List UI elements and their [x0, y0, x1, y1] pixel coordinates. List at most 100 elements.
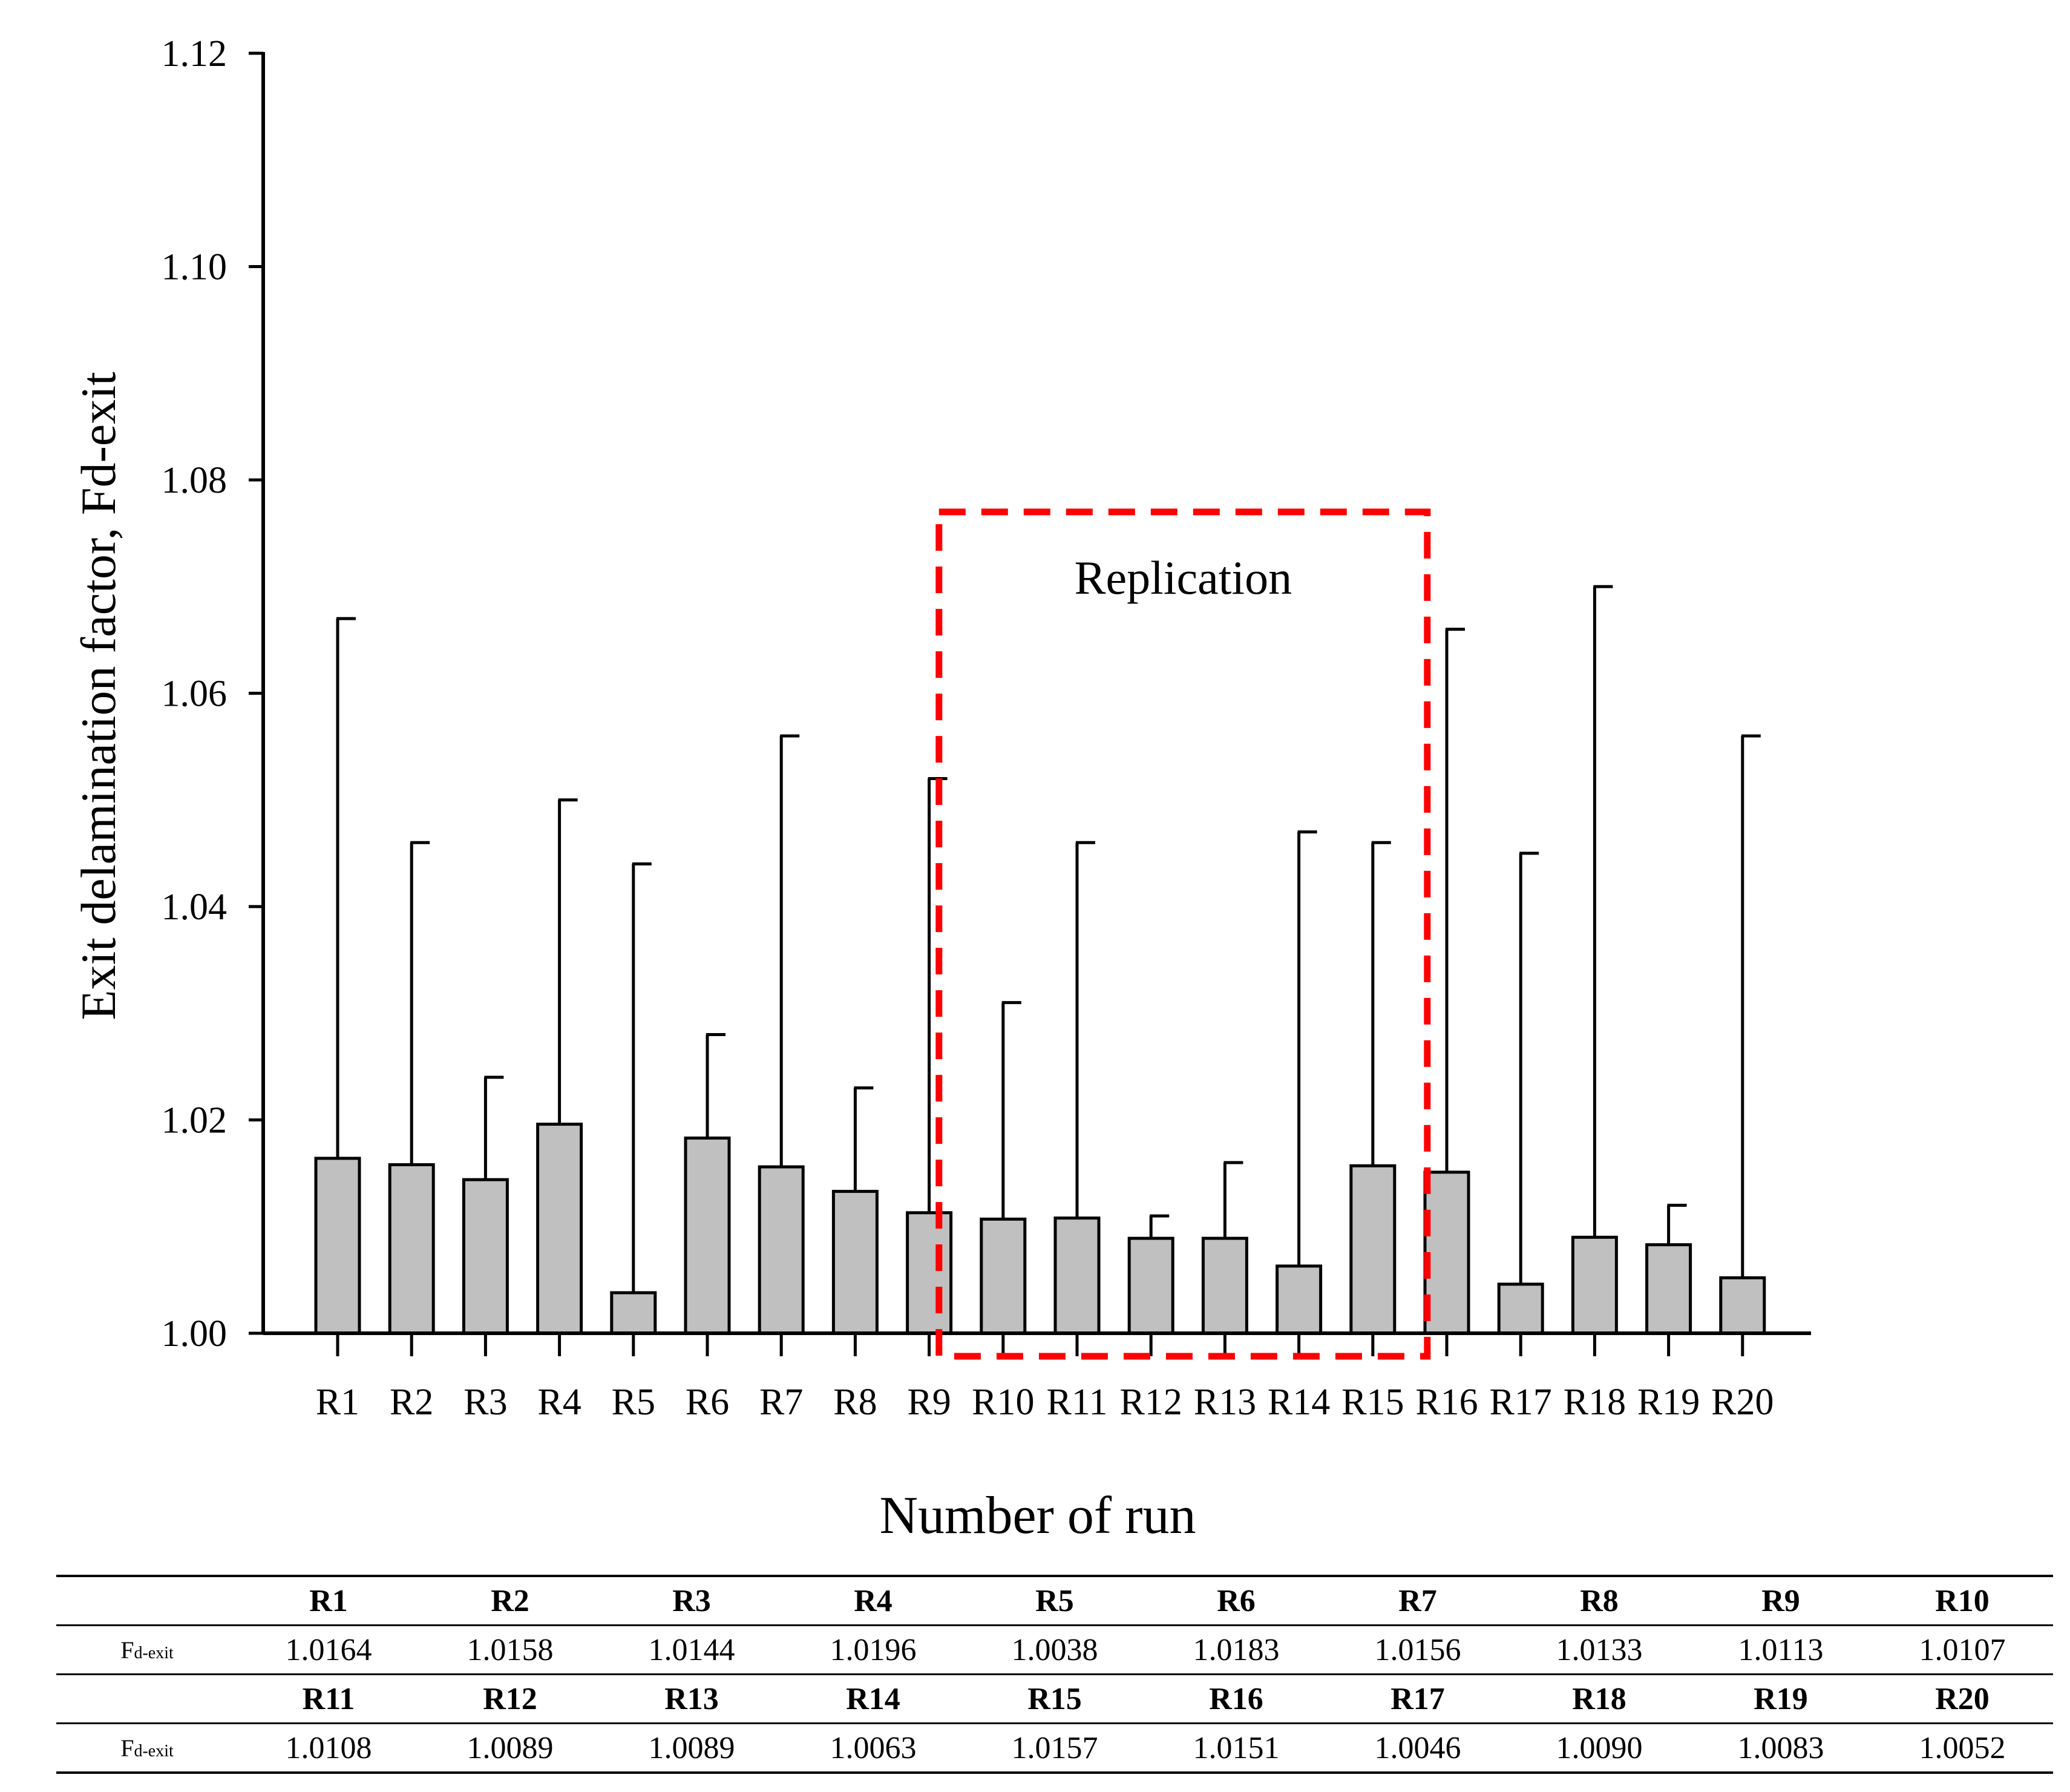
table-value-cell: 1.0133	[1508, 1624, 1690, 1675]
bar-r20	[1719, 1276, 1766, 1335]
x-tick-label: R12	[1120, 1382, 1182, 1423]
bar-r18	[1571, 1235, 1618, 1335]
table-value-row: Fd-exit 1.0108 1.0089 1.0089 1.0063 1.0157 1.0…	[56, 1722, 2053, 1774]
table-value-cell: 1.0156	[1327, 1624, 1508, 1675]
bar-r13	[1201, 1236, 1248, 1335]
y-tick-label: 1.08	[162, 460, 228, 501]
table-header-cell: R15	[964, 1673, 1145, 1724]
bar-r16	[1423, 1170, 1470, 1335]
x-tick-label: R17	[1490, 1382, 1552, 1423]
x-tick-label: R8	[833, 1382, 877, 1423]
table-value-cell: 1.0183	[1145, 1624, 1327, 1675]
x-tick-label: R3	[463, 1382, 507, 1423]
bar-r1	[314, 1157, 361, 1335]
table-value-cell: 1.0151	[1145, 1722, 1327, 1774]
table-header-cell: R18	[1508, 1673, 1690, 1724]
bar-r19	[1645, 1243, 1692, 1335]
bar-r15	[1349, 1164, 1397, 1335]
bar-r6	[684, 1136, 731, 1335]
x-tick-label: R20	[1711, 1382, 1774, 1423]
table-value-cell: 1.0089	[419, 1722, 601, 1774]
bar-r14	[1276, 1264, 1323, 1335]
table-header-cell: R9	[1690, 1575, 1872, 1626]
x-axis-label: Number of run	[880, 1486, 1196, 1545]
table-value-cell: 1.0038	[964, 1624, 1145, 1675]
bar-r8	[831, 1190, 879, 1335]
table-value-cell: 1.0157	[964, 1722, 1145, 1774]
table-header-cell: R14	[782, 1673, 964, 1724]
x-tick-label: R14	[1268, 1382, 1330, 1423]
y-tick-label: 1.10	[162, 247, 228, 288]
table-value-cell: 1.0052	[1872, 1722, 2053, 1774]
table-corner-cell	[56, 1575, 238, 1626]
table-header-cell: R13	[601, 1673, 782, 1724]
table-header-cell: R6	[1145, 1575, 1327, 1626]
y-axis-label: Exit delamination factor, Fd-exit	[71, 372, 126, 1020]
y-tick-label: 1.04	[162, 887, 228, 928]
bar-r2	[388, 1163, 435, 1335]
table-header-cell: R11	[238, 1673, 419, 1724]
data-table: R1 R2 R3 R4 R5 R6 R7 R8 R9 R10 Fd-exit 1.0164 1.0158…	[56, 1575, 2053, 1774]
table-value-cell: 1.0063	[782, 1722, 964, 1774]
x-tick-label: R16	[1415, 1382, 1478, 1423]
table-header-cell: R3	[601, 1575, 782, 1626]
table-value-cell: 1.0144	[601, 1624, 782, 1675]
bar-r7	[758, 1165, 805, 1335]
replication-label: Replication	[1075, 551, 1292, 604]
table-header-cell: R12	[419, 1673, 601, 1724]
bar-r12	[1127, 1236, 1174, 1335]
x-tick-label: R11	[1046, 1382, 1107, 1423]
table-value-row: Fd-exit 1.0164 1.0158 1.0144 1.0196 1.0038 1.0…	[56, 1624, 2053, 1675]
bar-r17	[1497, 1282, 1544, 1335]
x-tick-label: R9	[907, 1382, 951, 1423]
table-header-cell: R19	[1690, 1673, 1872, 1724]
table-header-cell: R16	[1145, 1673, 1327, 1724]
table-header-cell: R2	[419, 1575, 601, 1626]
bar-r9	[906, 1211, 953, 1335]
x-tick-label: R7	[759, 1382, 803, 1423]
table-row-label: Fd-exit	[56, 1722, 238, 1774]
x-tick-label: R13	[1194, 1382, 1256, 1423]
x-tick-label: R10	[972, 1382, 1034, 1423]
bar-r5	[610, 1291, 657, 1335]
bar-chart: 1.00 1.02 1.04 1.06 1.08 1.10 1.12 R1 R2 R3 R4 R5 R…	[71, 33, 1811, 1545]
table-header-cell: R20	[1872, 1673, 2053, 1724]
table-header-row: R11 R12 R13 R14 R15 R16 R17 R18 R19 R20	[56, 1673, 2053, 1724]
x-tick-label: R1	[316, 1382, 359, 1423]
bar-r11	[1053, 1216, 1101, 1335]
y-tick-label: 1.06	[162, 674, 228, 715]
table-value-cell: 1.0107	[1872, 1624, 2053, 1675]
x-tick-label: R19	[1637, 1382, 1700, 1423]
table-value-cell: 1.0089	[601, 1722, 782, 1774]
table-value-cell: 1.0196	[782, 1624, 964, 1675]
bar-r4	[536, 1123, 583, 1335]
x-tick-label: R15	[1341, 1382, 1404, 1423]
y-tick-label: 1.02	[162, 1100, 228, 1141]
replication-highlight-box	[935, 508, 1431, 1360]
table-header-cell: R10	[1872, 1575, 2053, 1626]
y-tick-label: 1.00	[162, 1313, 228, 1354]
y-tick-label: 1.12	[162, 33, 228, 74]
table-header-cell: R17	[1327, 1673, 1508, 1724]
x-tick-label: R18	[1564, 1382, 1626, 1423]
table-header-cell: R5	[964, 1575, 1145, 1626]
bar-r10	[980, 1217, 1027, 1335]
table-row-label: Fd-exit	[56, 1624, 238, 1675]
table-value-cell: 1.0083	[1690, 1722, 1872, 1774]
table-value-cell: 1.0113	[1690, 1624, 1872, 1675]
table-value-cell: 1.0046	[1327, 1722, 1508, 1774]
table-value-cell: 1.0108	[238, 1722, 419, 1774]
table-header-cell: R7	[1327, 1575, 1508, 1626]
x-tick-label: R2	[390, 1382, 433, 1423]
bar-r3	[462, 1178, 509, 1335]
x-tick-label: R4	[537, 1382, 581, 1423]
table-corner-cell	[56, 1673, 238, 1724]
table-header-cell: R8	[1508, 1575, 1690, 1626]
table-value-cell: 1.0158	[419, 1624, 601, 1675]
x-tick-label: R5	[612, 1382, 655, 1423]
x-tick-label: R6	[686, 1382, 729, 1423]
table-header-row: R1 R2 R3 R4 R5 R6 R7 R8 R9 R10	[56, 1575, 2053, 1626]
table-value-cell: 1.0090	[1508, 1722, 1690, 1774]
table-header-cell: R4	[782, 1575, 964, 1626]
table-header-cell: R1	[238, 1575, 419, 1626]
